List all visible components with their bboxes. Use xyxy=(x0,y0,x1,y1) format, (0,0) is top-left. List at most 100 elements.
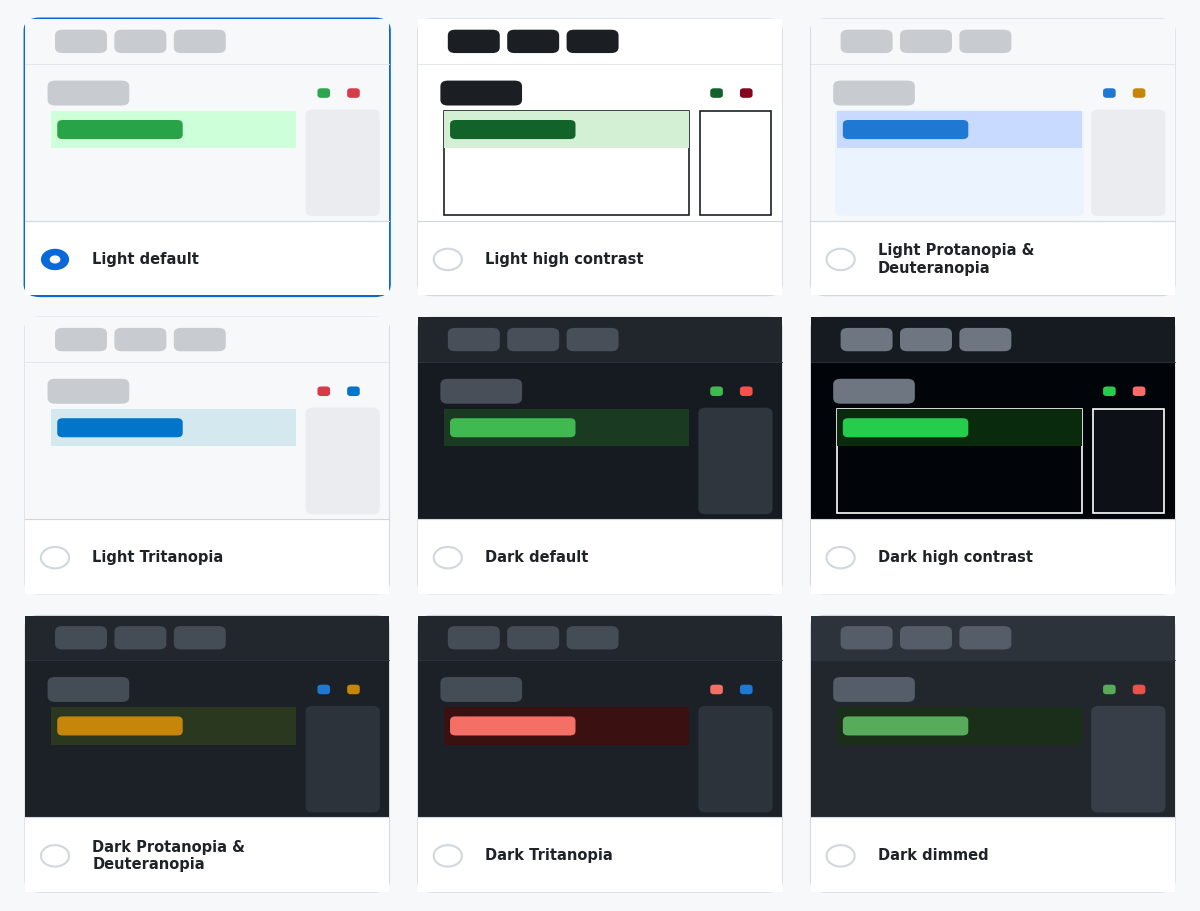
FancyBboxPatch shape xyxy=(25,19,389,295)
FancyBboxPatch shape xyxy=(710,88,722,97)
FancyBboxPatch shape xyxy=(811,616,1175,892)
FancyBboxPatch shape xyxy=(811,19,1175,64)
FancyBboxPatch shape xyxy=(450,716,576,735)
FancyBboxPatch shape xyxy=(900,30,952,53)
FancyBboxPatch shape xyxy=(836,409,1082,446)
FancyBboxPatch shape xyxy=(740,685,752,694)
FancyBboxPatch shape xyxy=(25,220,389,295)
FancyBboxPatch shape xyxy=(48,677,130,701)
FancyBboxPatch shape xyxy=(444,111,689,148)
Circle shape xyxy=(827,547,854,568)
Text: Dark dimmed: Dark dimmed xyxy=(877,848,989,864)
FancyBboxPatch shape xyxy=(566,30,618,53)
Text: Dark high contrast: Dark high contrast xyxy=(877,550,1033,565)
FancyBboxPatch shape xyxy=(418,317,782,362)
Circle shape xyxy=(41,845,70,866)
FancyBboxPatch shape xyxy=(841,626,893,650)
FancyBboxPatch shape xyxy=(318,685,330,694)
FancyBboxPatch shape xyxy=(174,328,226,352)
FancyBboxPatch shape xyxy=(811,519,1175,594)
FancyBboxPatch shape xyxy=(25,616,389,892)
FancyBboxPatch shape xyxy=(811,317,1175,594)
FancyBboxPatch shape xyxy=(1133,386,1145,396)
FancyBboxPatch shape xyxy=(841,30,893,53)
FancyBboxPatch shape xyxy=(25,616,389,817)
FancyBboxPatch shape xyxy=(114,626,167,650)
FancyBboxPatch shape xyxy=(25,616,389,660)
FancyBboxPatch shape xyxy=(833,80,914,106)
Circle shape xyxy=(433,845,462,866)
FancyBboxPatch shape xyxy=(25,19,389,220)
FancyBboxPatch shape xyxy=(58,716,182,735)
FancyBboxPatch shape xyxy=(1103,685,1116,694)
FancyBboxPatch shape xyxy=(174,30,226,53)
FancyBboxPatch shape xyxy=(347,88,360,97)
Text: Light high contrast: Light high contrast xyxy=(485,252,643,267)
Text: Dark Tritanopia: Dark Tritanopia xyxy=(485,848,613,864)
FancyBboxPatch shape xyxy=(444,707,689,744)
FancyBboxPatch shape xyxy=(52,409,296,446)
FancyBboxPatch shape xyxy=(440,80,522,106)
FancyBboxPatch shape xyxy=(443,407,691,515)
FancyBboxPatch shape xyxy=(566,328,618,352)
FancyBboxPatch shape xyxy=(959,626,1012,650)
Text: Light Protanopia &
Deuteranopia: Light Protanopia & Deuteranopia xyxy=(877,243,1034,276)
FancyBboxPatch shape xyxy=(48,379,130,404)
FancyBboxPatch shape xyxy=(811,220,1175,295)
FancyBboxPatch shape xyxy=(811,317,1175,519)
FancyBboxPatch shape xyxy=(1091,109,1165,216)
FancyBboxPatch shape xyxy=(842,716,968,735)
FancyBboxPatch shape xyxy=(836,111,1082,148)
FancyBboxPatch shape xyxy=(959,30,1012,53)
FancyBboxPatch shape xyxy=(900,626,952,650)
FancyBboxPatch shape xyxy=(710,685,722,694)
FancyBboxPatch shape xyxy=(740,386,752,396)
Circle shape xyxy=(41,249,70,271)
FancyBboxPatch shape xyxy=(318,88,330,97)
FancyBboxPatch shape xyxy=(58,120,182,139)
Text: Dark default: Dark default xyxy=(485,550,588,565)
FancyBboxPatch shape xyxy=(306,109,380,216)
FancyBboxPatch shape xyxy=(811,616,1175,817)
FancyBboxPatch shape xyxy=(49,109,298,216)
FancyBboxPatch shape xyxy=(25,317,389,362)
FancyBboxPatch shape xyxy=(1133,88,1145,97)
FancyBboxPatch shape xyxy=(842,418,968,437)
FancyBboxPatch shape xyxy=(418,19,782,220)
FancyBboxPatch shape xyxy=(1133,685,1145,694)
Circle shape xyxy=(41,547,70,568)
FancyBboxPatch shape xyxy=(566,626,618,650)
FancyBboxPatch shape xyxy=(25,317,389,519)
Circle shape xyxy=(433,249,462,271)
FancyBboxPatch shape xyxy=(835,706,1084,813)
FancyBboxPatch shape xyxy=(55,626,107,650)
FancyBboxPatch shape xyxy=(25,19,389,64)
FancyBboxPatch shape xyxy=(811,317,1175,362)
FancyBboxPatch shape xyxy=(418,616,782,892)
FancyBboxPatch shape xyxy=(347,685,360,694)
FancyBboxPatch shape xyxy=(58,418,182,437)
FancyBboxPatch shape xyxy=(833,379,914,404)
FancyBboxPatch shape xyxy=(418,519,782,594)
FancyBboxPatch shape xyxy=(836,707,1082,744)
FancyBboxPatch shape xyxy=(418,616,782,660)
Text: Light Tritanopia: Light Tritanopia xyxy=(92,550,223,565)
FancyBboxPatch shape xyxy=(306,706,380,813)
FancyBboxPatch shape xyxy=(347,386,360,396)
FancyBboxPatch shape xyxy=(448,626,499,650)
FancyBboxPatch shape xyxy=(508,626,559,650)
FancyBboxPatch shape xyxy=(25,317,389,594)
Circle shape xyxy=(49,255,60,263)
FancyBboxPatch shape xyxy=(418,19,782,295)
Circle shape xyxy=(827,845,854,866)
FancyBboxPatch shape xyxy=(811,19,1175,220)
FancyBboxPatch shape xyxy=(1093,409,1164,513)
FancyBboxPatch shape xyxy=(49,407,298,515)
FancyBboxPatch shape xyxy=(25,817,389,892)
FancyBboxPatch shape xyxy=(959,328,1012,352)
FancyBboxPatch shape xyxy=(318,386,330,396)
FancyBboxPatch shape xyxy=(701,111,770,215)
FancyBboxPatch shape xyxy=(900,328,952,352)
FancyBboxPatch shape xyxy=(52,111,296,148)
FancyBboxPatch shape xyxy=(698,407,773,515)
